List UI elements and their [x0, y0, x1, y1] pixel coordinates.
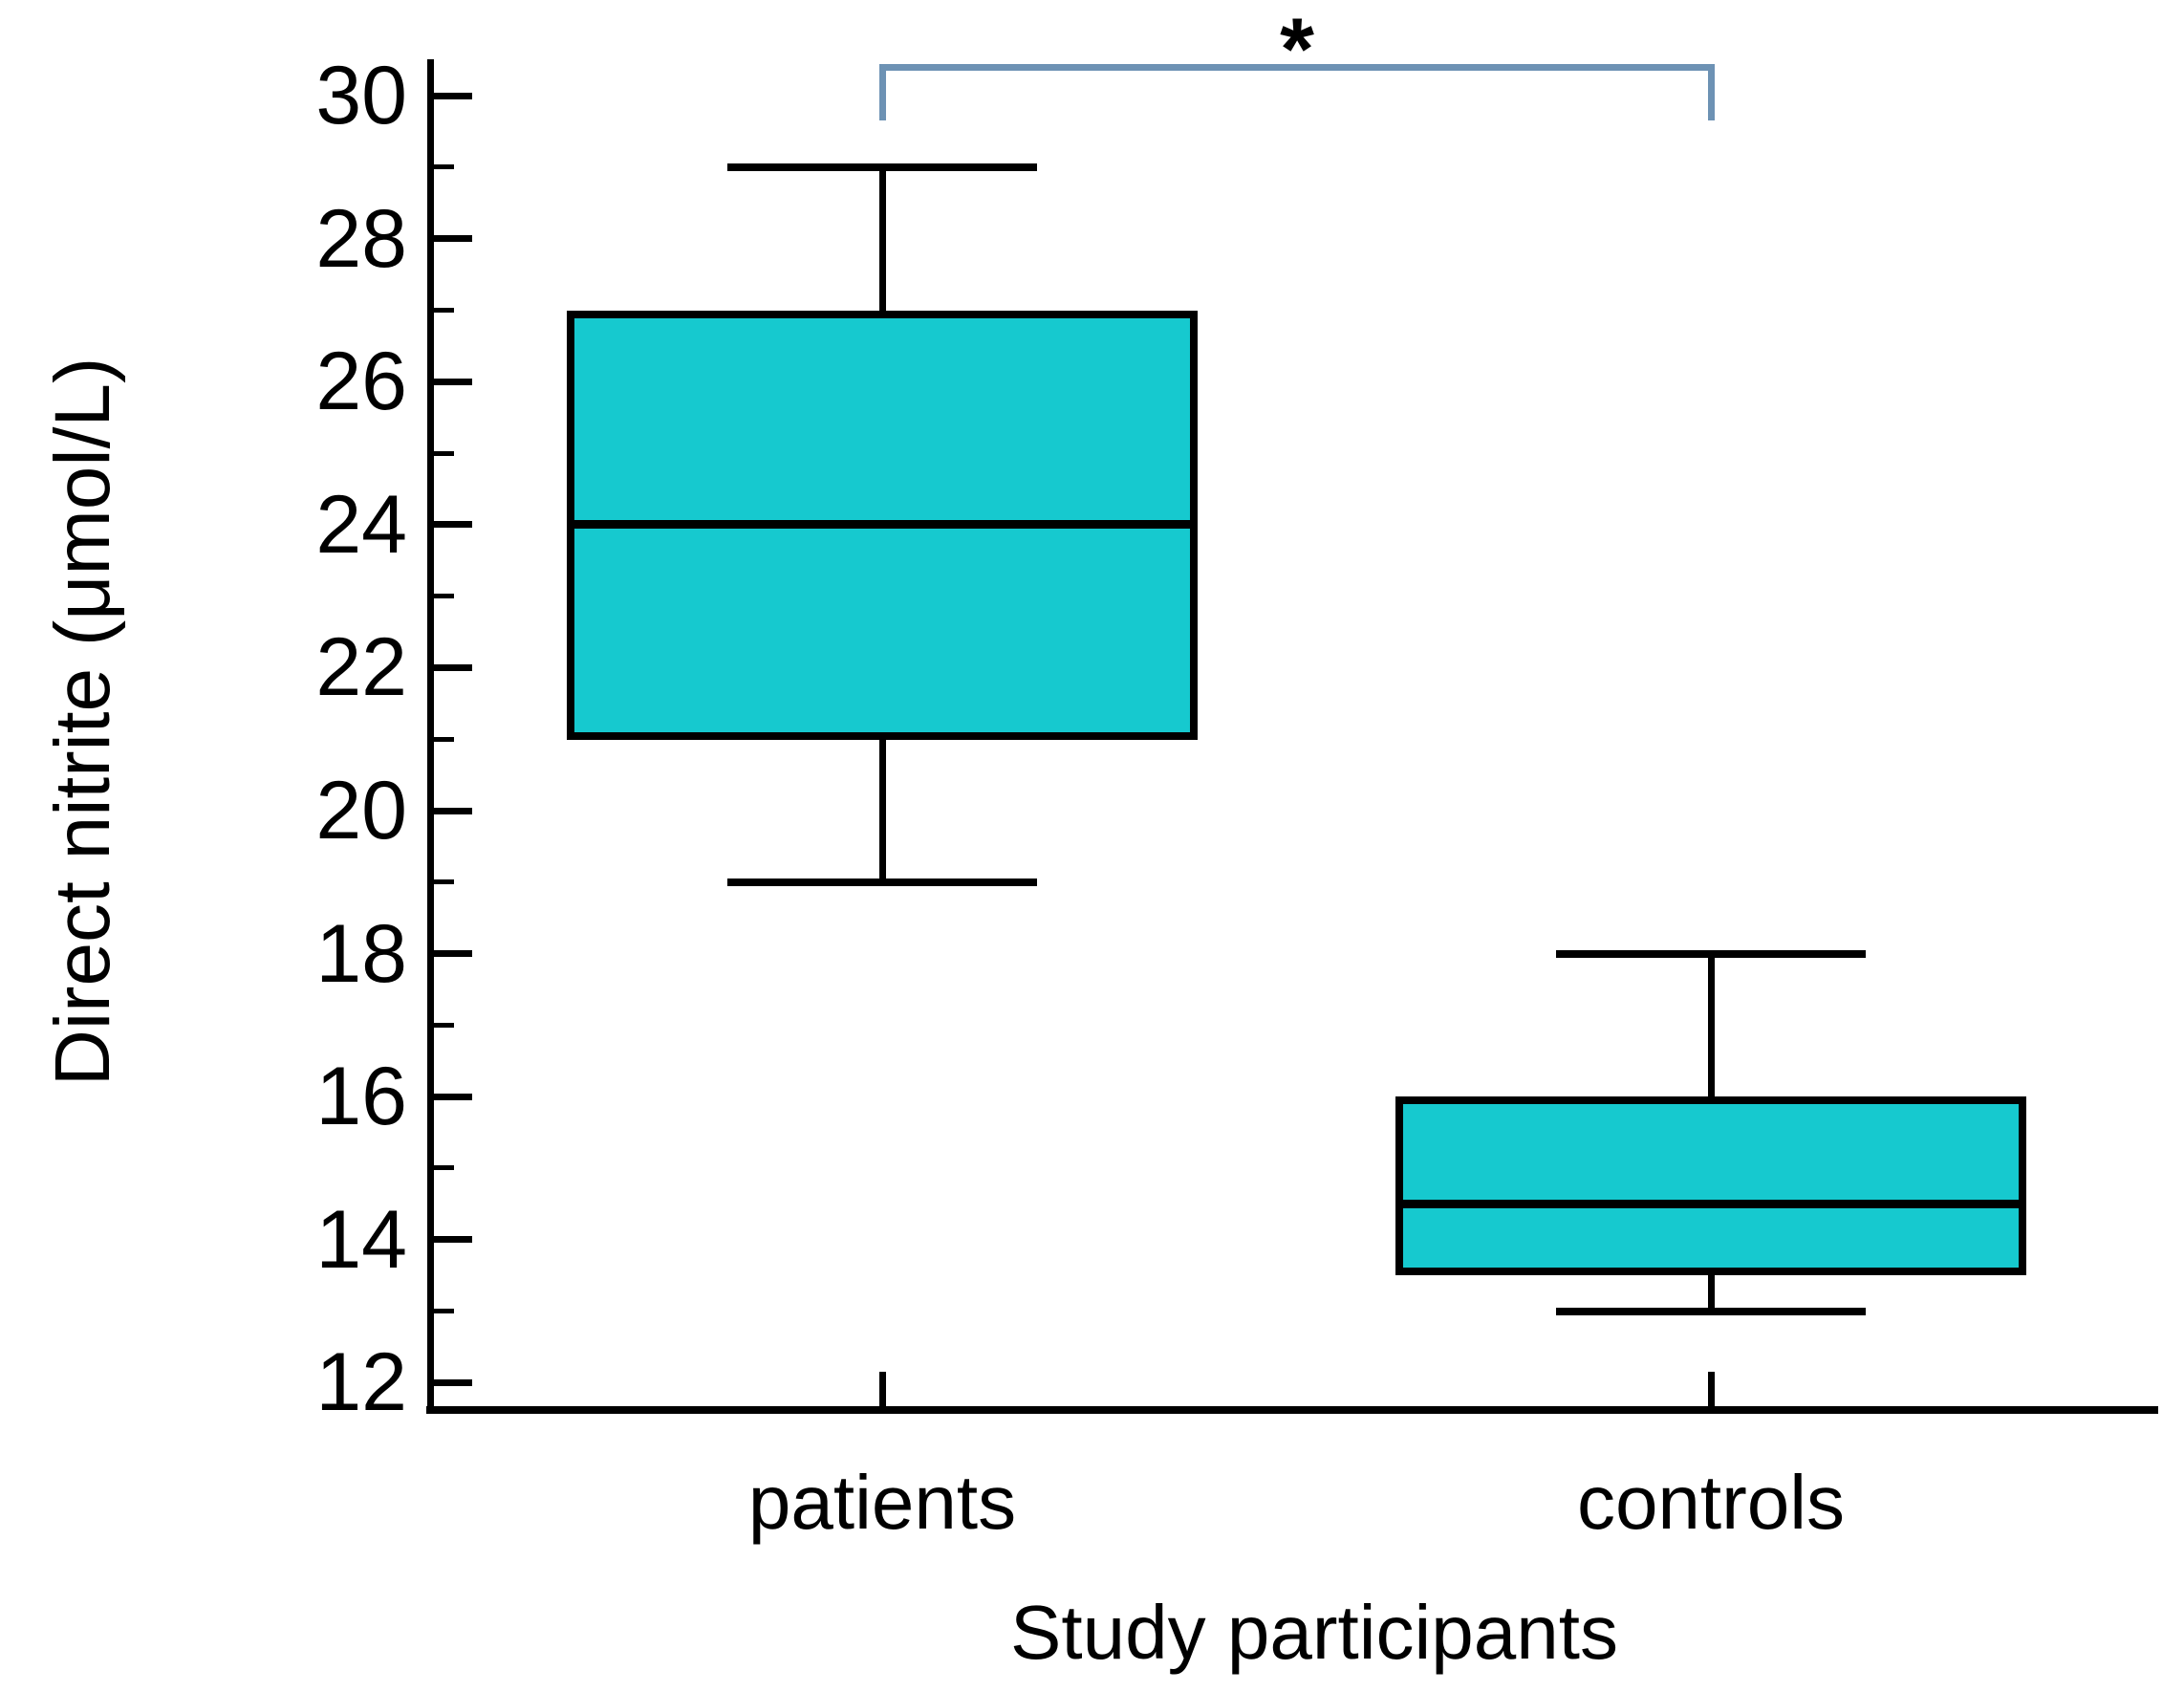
y-minor-tick [434, 737, 454, 742]
y-tick-label: 16 [315, 1051, 407, 1142]
whisker-cap-max-controls [1556, 950, 1866, 958]
significance-asterisk: * [1280, 1, 1314, 98]
y-axis-line [427, 59, 434, 1413]
x-axis-line [426, 1406, 2158, 1414]
y-tick-label: 18 [315, 908, 407, 1000]
y-tick-label: 24 [315, 479, 407, 571]
y-minor-tick [434, 594, 454, 598]
y-major-tick [434, 521, 472, 528]
significance-bracket [879, 64, 1715, 120]
y-major-tick [434, 1094, 472, 1100]
x-category-label-controls: controls [1576, 1460, 1846, 1545]
y-minor-tick [434, 879, 454, 884]
y-minor-tick [434, 1023, 454, 1028]
y-tick-label: 30 [315, 50, 407, 141]
whisker-cap-min-patients [727, 879, 1037, 886]
y-major-tick [434, 235, 472, 242]
median-patients [567, 520, 1198, 529]
whisker-lower-controls [1708, 1275, 1715, 1311]
x-axis-title: Study participants [1010, 1590, 1618, 1675]
y-minor-tick [434, 164, 454, 169]
y-major-tick [434, 379, 472, 385]
y-tick-label: 26 [315, 336, 407, 427]
y-tick-label: 28 [315, 193, 407, 285]
y-major-tick [434, 1379, 472, 1386]
y-tick-label: 14 [315, 1194, 407, 1286]
y-minor-tick [434, 1165, 454, 1170]
whisker-upper-patients [879, 167, 886, 311]
x-category-tick-patients [879, 1372, 886, 1406]
y-minor-tick [434, 451, 454, 456]
y-minor-tick [434, 1309, 454, 1313]
x-category-label-patients: patients [747, 1460, 1017, 1545]
whisker-cap-max-patients [727, 163, 1037, 171]
whisker-cap-min-controls [1556, 1308, 1866, 1315]
y-major-tick [434, 93, 472, 99]
x-category-tick-controls [1708, 1372, 1715, 1406]
y-tick-label: 12 [315, 1336, 407, 1428]
y-major-tick [434, 808, 472, 814]
y-tick-label: 22 [315, 621, 407, 713]
y-axis-title: Direct nitrite (μmol/L) [39, 357, 126, 1087]
box-controls [1395, 1096, 2026, 1275]
y-major-tick [434, 1236, 472, 1243]
y-major-tick [434, 664, 472, 671]
whisker-lower-patients [879, 739, 886, 882]
median-controls [1395, 1200, 2026, 1208]
y-tick-label: 20 [315, 765, 407, 857]
y-major-tick [434, 950, 472, 957]
y-minor-tick [434, 308, 454, 313]
whisker-upper-controls [1708, 954, 1715, 1097]
